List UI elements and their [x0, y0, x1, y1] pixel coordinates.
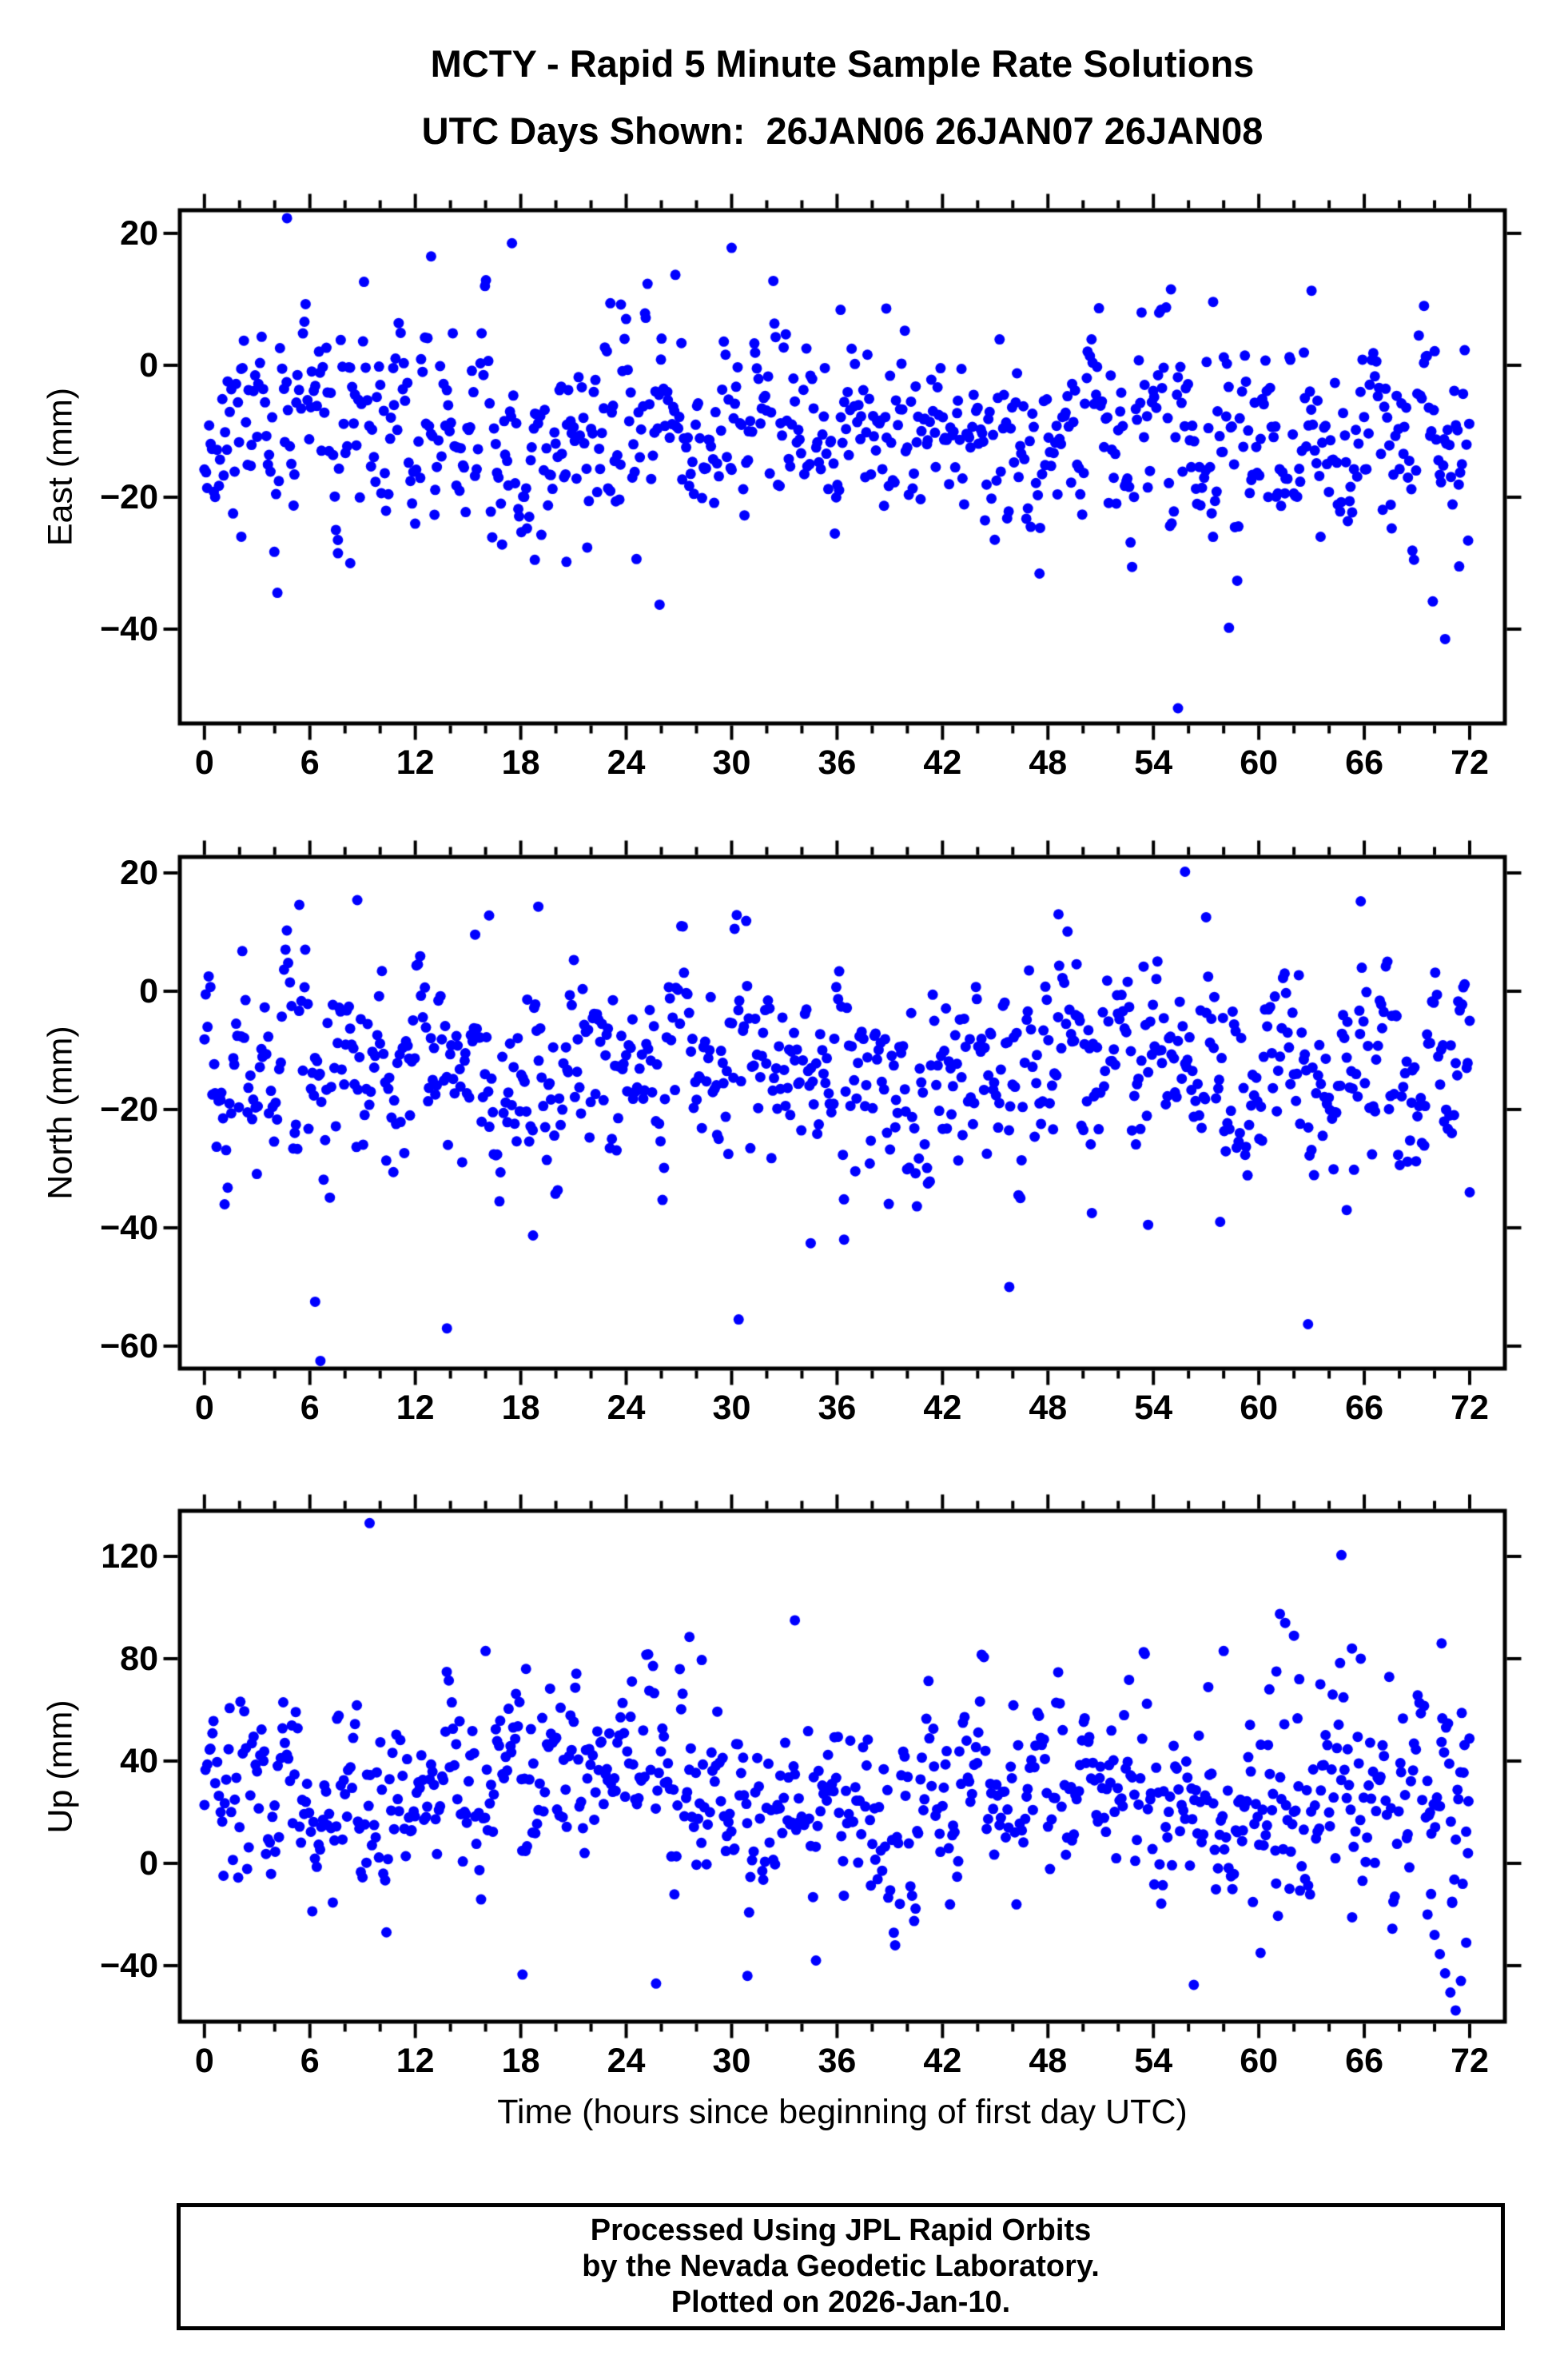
x-tick-label: 12	[396, 2042, 435, 2080]
y-tick-label: 0	[139, 971, 158, 1010]
y-tick-label: −40	[100, 1208, 158, 1247]
x-tick-label: 72	[1451, 1389, 1489, 1427]
scatter-panel-up-canvas	[144, 1483, 1541, 2050]
y-axis-label-east: East (mm)	[41, 387, 80, 547]
x-tick-label: 0	[194, 1389, 214, 1427]
x-tick-label: 18	[501, 1389, 540, 1427]
figure-subtitle-utc-days: UTC Days Shown: 26JAN06 26JAN07 26JAN08	[421, 110, 1264, 152]
x-tick-label: 42	[923, 2042, 962, 2080]
scatter-panel-east-canvas	[144, 182, 1541, 751]
x-tick-label: 36	[818, 743, 857, 782]
y-tick-label: −20	[100, 1090, 158, 1129]
x-tick-label: 30	[712, 1389, 751, 1427]
x-tick-label: 48	[1029, 2042, 1068, 2080]
x-tick-label: 6	[300, 1389, 320, 1427]
x-tick-label: 60	[1240, 1389, 1279, 1427]
x-tick-label: 42	[923, 1389, 962, 1427]
y-tick-label: 0	[139, 1843, 158, 1883]
x-tick-label: 48	[1029, 1389, 1068, 1427]
x-tick-label: 6	[300, 743, 320, 782]
x-tick-label: 24	[607, 2042, 646, 2080]
footer-line-2: by the Nevada Geodetic Laboratory.	[582, 2249, 1100, 2283]
y-tick-label: 20	[120, 213, 158, 253]
x-tick-label: 0	[194, 2042, 214, 2080]
x-tick-label: 30	[712, 743, 751, 782]
x-tick-label: 36	[818, 1389, 857, 1427]
x-tick-label: 18	[501, 2042, 540, 2080]
footer-line-1: Processed Using JPL Rapid Orbits	[590, 2214, 1092, 2247]
x-tick-label: 72	[1451, 2042, 1489, 2080]
x-tick-label: 66	[1345, 1389, 1383, 1427]
x-tick-label: 12	[396, 1389, 435, 1427]
y-tick-label: −40	[100, 1946, 158, 1985]
x-tick-label: 12	[396, 743, 435, 782]
footer-line-3: Plotted on 2026-Jan-10.	[671, 2285, 1011, 2319]
x-tick-label: 48	[1029, 743, 1068, 782]
x-tick-label: 54	[1134, 2042, 1173, 2080]
x-tick-label: 72	[1451, 743, 1489, 782]
x-tick-label: 66	[1345, 743, 1383, 782]
x-tick-label: 0	[194, 743, 214, 782]
figure-title: MCTY - Rapid 5 Minute Sample Rate Soluti…	[430, 42, 1255, 85]
x-tick-label: 6	[300, 2042, 320, 2080]
y-tick-label: 120	[101, 1536, 158, 1576]
scatter-panel-north-canvas	[144, 829, 1541, 1397]
x-tick-label: 54	[1134, 743, 1173, 782]
x-tick-label: 60	[1240, 743, 1279, 782]
x-tick-label: 24	[607, 743, 646, 782]
x-tick-label: 42	[923, 743, 962, 782]
x-tick-label: 24	[607, 1389, 646, 1427]
x-tick-label: 18	[501, 743, 540, 782]
y-tick-label: 40	[120, 1741, 158, 1780]
x-tick-label: 54	[1134, 1389, 1173, 1427]
y-tick-label: −60	[100, 1326, 158, 1365]
y-tick-label: 80	[120, 1639, 158, 1678]
x-tick-label: 66	[1345, 2042, 1383, 2080]
y-tick-label: −40	[100, 609, 158, 648]
x-tick-label: 60	[1240, 2042, 1279, 2080]
footer-credit-box: Processed Using JPL Rapid Orbits by the …	[177, 2203, 1505, 2330]
x-axis-title: Time (hours since beginning of first day…	[497, 2093, 1188, 2131]
x-tick-label: 36	[818, 2042, 857, 2080]
y-tick-label: 20	[120, 853, 158, 892]
y-tick-label: 0	[139, 345, 158, 385]
x-tick-label: 30	[712, 2042, 751, 2080]
y-tick-label: −20	[100, 477, 158, 516]
